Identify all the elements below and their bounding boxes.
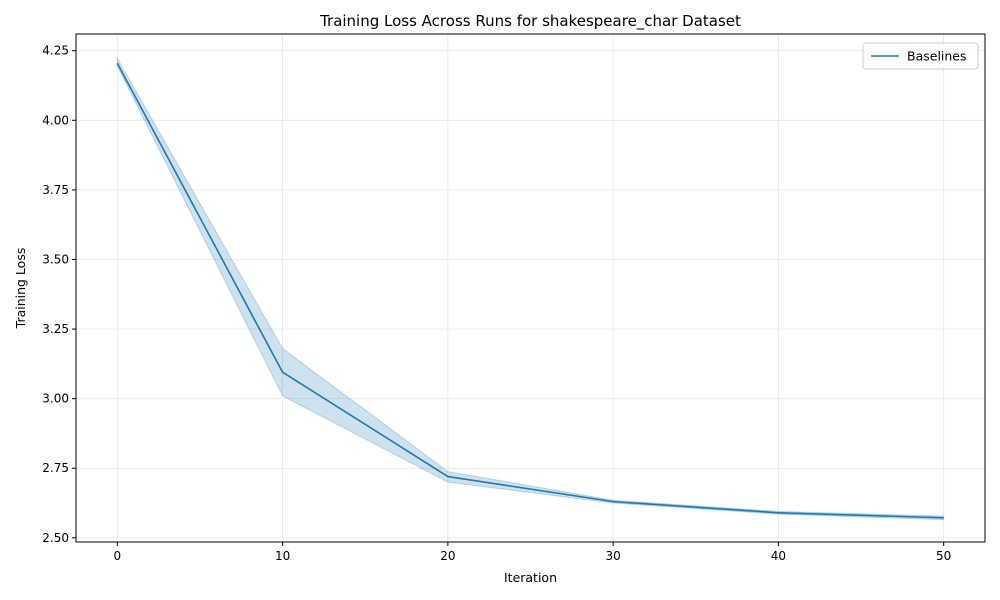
y-tick-label: 4.25 — [42, 44, 69, 58]
plot-frame — [75, 33, 986, 543]
confidence-band — [116, 56, 945, 521]
legend: Baselines — [862, 42, 979, 70]
x-tick-label: 20 — [440, 549, 455, 563]
y-tick-label: 3.75 — [42, 183, 69, 197]
legend-label: Baselines — [907, 49, 967, 64]
grid — [76, 34, 985, 542]
y-tick-label: 3.00 — [42, 392, 69, 406]
x-axis-ticks: 0 10 20 30 40 50 — [113, 542, 951, 563]
x-tick-label: 10 — [275, 549, 290, 563]
x-tick-label: 40 — [771, 549, 786, 563]
x-tick-label: 30 — [605, 549, 620, 563]
y-axis-label: Training Loss — [13, 248, 28, 330]
x-tick-label: 50 — [936, 549, 951, 563]
y-tick-label: 3.50 — [42, 252, 69, 266]
series-lines — [116, 62, 944, 519]
chart-title: Training Loss Across Runs for shakespear… — [319, 12, 741, 31]
confidence-band-area — [116, 56, 945, 521]
series-line-baselines — [116, 62, 944, 519]
y-tick-label: 2.50 — [42, 531, 69, 545]
y-tick-label: 3.25 — [42, 322, 69, 336]
y-axis-ticks: 2.50 2.75 3.00 3.25 3.50 3.75 4.00 4.25 — [42, 44, 76, 545]
x-axis-label: Iteration — [504, 570, 557, 585]
y-tick-label: 2.75 — [42, 461, 69, 475]
y-tick-label: 4.00 — [42, 113, 69, 127]
x-tick-label: 0 — [113, 549, 121, 563]
legend-box — [862, 42, 979, 70]
